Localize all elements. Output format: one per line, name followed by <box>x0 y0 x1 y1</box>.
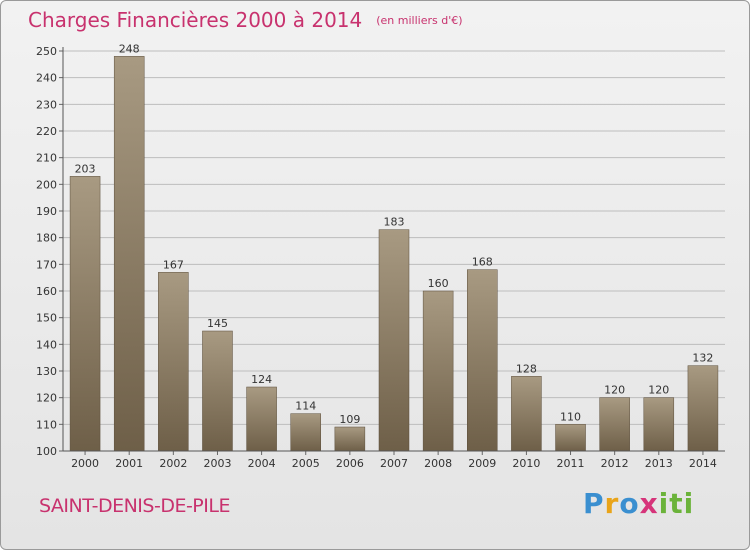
x-tick-label: 2004 <box>248 457 276 470</box>
y-tick-label: 250 <box>36 45 57 58</box>
y-tick-label: 130 <box>36 365 57 378</box>
y-tick-label: 180 <box>36 232 57 245</box>
data-label: 145 <box>207 317 228 330</box>
data-label: 124 <box>251 373 272 386</box>
x-tick-label: 2009 <box>468 457 496 470</box>
data-label: 114 <box>295 400 316 413</box>
y-tick-label: 140 <box>36 338 57 351</box>
chart-title-text: Charges Financières 2000 à 2014 <box>28 8 363 32</box>
bar <box>290 413 321 452</box>
y-tick-label: 240 <box>36 72 57 85</box>
y-tick-label: 160 <box>36 285 57 298</box>
x-tick-label: 2003 <box>203 457 231 470</box>
y-tick-label: 150 <box>36 312 57 325</box>
data-label: 203 <box>75 162 96 175</box>
bar <box>555 424 586 452</box>
data-label: 109 <box>339 413 360 426</box>
data-label: 167 <box>163 258 184 271</box>
data-label: 248 <box>119 42 140 55</box>
x-tick-label: 2000 <box>71 457 99 470</box>
y-tick-label: 220 <box>36 125 57 138</box>
y-tick-label: 210 <box>36 152 57 165</box>
y-tick-label: 100 <box>36 445 57 458</box>
bar <box>511 376 542 452</box>
proxiti-logo: Proxiti <box>583 487 695 520</box>
bar <box>643 397 675 452</box>
x-tick-label: 2012 <box>601 457 629 470</box>
x-tick-label: 2010 <box>512 457 540 470</box>
data-label: 132 <box>692 352 713 365</box>
x-tick-label: 2005 <box>292 457 320 470</box>
x-tick-label: 2008 <box>424 457 452 470</box>
x-tick-label: 2006 <box>336 457 364 470</box>
bar <box>378 229 410 452</box>
data-label: 120 <box>604 384 625 397</box>
data-label: 168 <box>472 256 493 269</box>
y-tick-label: 230 <box>36 98 57 111</box>
data-label: 160 <box>428 277 449 290</box>
x-tick-label: 2011 <box>557 457 585 470</box>
x-tick-label: 2001 <box>115 457 143 470</box>
data-label: 183 <box>384 216 405 229</box>
data-label: 120 <box>648 384 669 397</box>
bar <box>334 426 366 452</box>
y-tick-label: 200 <box>36 178 57 191</box>
chart-unit: (en milliers d'€) <box>376 14 463 27</box>
data-label: 128 <box>516 362 537 375</box>
x-tick-label: 2007 <box>380 457 408 470</box>
commune-name: SAINT-DENIS-DE-PILE <box>39 495 230 517</box>
x-tick-label: 2014 <box>689 457 717 470</box>
bar <box>599 397 630 452</box>
bar <box>687 365 719 452</box>
y-tick-label: 190 <box>36 205 57 218</box>
bar <box>246 386 277 452</box>
data-label: 110 <box>560 410 581 423</box>
bar <box>202 330 233 452</box>
y-tick-label: 170 <box>36 258 57 271</box>
bar <box>158 272 189 452</box>
bar <box>467 269 498 452</box>
bar <box>422 290 454 452</box>
bar <box>69 176 101 452</box>
bar <box>113 56 145 452</box>
x-tick-label: 2002 <box>159 457 187 470</box>
chart-title: Charges Financières 2000 à 2014 (en milli… <box>28 8 463 32</box>
x-tick-label: 2013 <box>645 457 673 470</box>
y-tick-label: 110 <box>36 418 57 431</box>
y-tick-label: 120 <box>36 392 57 405</box>
